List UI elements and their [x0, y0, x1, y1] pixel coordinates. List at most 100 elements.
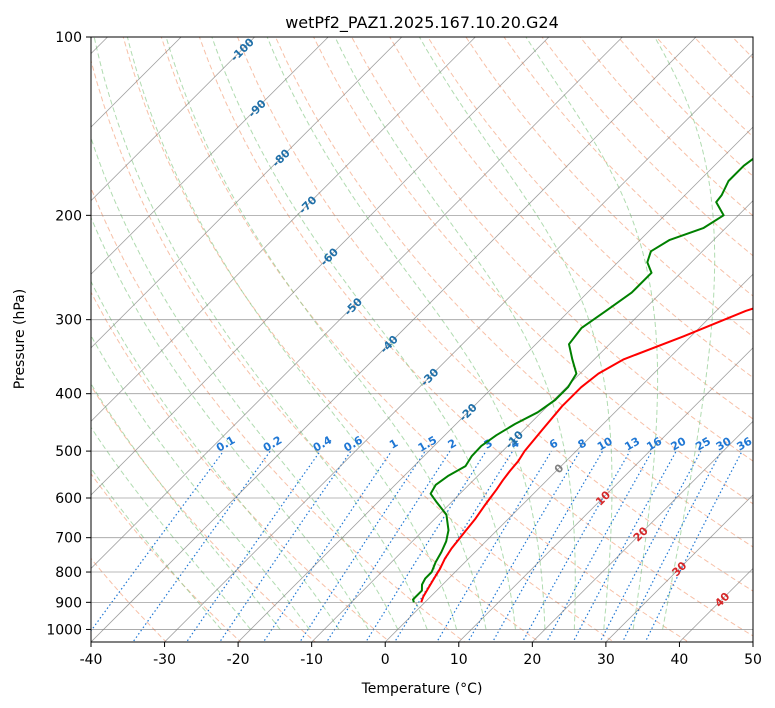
mixing-ratio-line [394, 450, 514, 642]
y-tick-label: 900 [55, 595, 82, 611]
y-tick-label: 400 [55, 387, 82, 403]
isotherm-label: -30 [418, 366, 441, 389]
mixing-ratio-label: 13 [622, 435, 642, 454]
dry-adiabat [389, 37, 753, 420]
mixing-ratio-label: 6 [547, 436, 560, 451]
x-tick-label: 10 [450, 652, 468, 668]
isotherm-line [91, 37, 550, 496]
x-tick-label: -20 [227, 652, 250, 668]
mixing-ratio-line [599, 450, 702, 642]
isotherm-label: 30 [669, 559, 689, 579]
dry-adiabat [351, 37, 753, 462]
dry-adiabat [122, 37, 615, 642]
moist-adiabat [266, 37, 546, 630]
y-tick-label: 500 [55, 444, 82, 460]
dry-adiabat [465, 37, 753, 338]
isotherm-line [91, 37, 697, 642]
dry-adiabat [91, 557, 167, 642]
isotherm-label: 20 [631, 524, 651, 544]
mixing-ratio-label: 25 [693, 435, 713, 454]
moist-adiabat [126, 37, 458, 630]
isotherm-label: -90 [246, 97, 269, 120]
y-tick-label: 800 [55, 565, 82, 581]
mixing-ratio-line [621, 450, 722, 642]
moist-adiabat [211, 37, 516, 630]
isotherm-line [91, 37, 623, 570]
dry-adiabat [274, 37, 753, 548]
x-tick-label: 40 [671, 652, 689, 668]
moist-adiabat [654, 37, 716, 630]
dry-adiabat [731, 37, 753, 59]
moist-adiabat [91, 382, 281, 630]
isotherm-line [164, 52, 753, 642]
moist-adiabat [91, 280, 340, 630]
x-axis: -40 -30 -20 -10 0 10 20 30 40 50 [80, 642, 762, 668]
mixing-ratio-label: 36 [734, 434, 754, 453]
moist-adiabat [91, 426, 252, 630]
dry-adiabat [617, 37, 753, 177]
dry-adiabat [91, 384, 317, 642]
x-tick-label: 20 [523, 652, 541, 668]
mixing-ratio-label: 30 [714, 434, 734, 453]
dewpoint-line [412, 157, 753, 603]
mixing-ratio-line [262, 450, 392, 642]
x-tick-label: 0 [381, 652, 390, 668]
dry-adiabat [198, 37, 753, 637]
mixing-ratio-line [299, 450, 426, 642]
mixing-ratio-label: 16 [644, 434, 664, 453]
isotherm-line [91, 37, 476, 422]
mixing-ratio-line [644, 450, 743, 642]
isotherm-label: -20 [457, 401, 480, 424]
isotherm-line [91, 37, 329, 275]
chart-title: wetPf2_PAZ1.2025.167.10.20.G24 [285, 13, 559, 33]
mixing-ratio-line [467, 450, 581, 642]
dry-adiabat [579, 37, 753, 217]
x-tick-label: 50 [744, 652, 762, 668]
isotherm-line [752, 641, 753, 642]
y-tick-label: 1000 [46, 622, 82, 638]
moist-adiabat [165, 37, 487, 630]
plot-frame [90, 36, 754, 643]
dry-adiabat [541, 37, 753, 257]
y-tick-label: 700 [55, 531, 82, 547]
x-tick-label: -30 [153, 652, 176, 668]
isotherm-line [237, 126, 753, 642]
isotherm-line [532, 420, 753, 642]
dry-adiabat [236, 37, 753, 592]
moist-adiabat [91, 136, 399, 630]
isotherm-line [458, 347, 753, 642]
isotherm-line [384, 273, 753, 642]
x-tick-label: -10 [300, 652, 323, 668]
moist-adiabat [418, 37, 613, 630]
y-axis-label: Pressure (hPa) [12, 289, 28, 389]
isotherm-label: 10 [593, 488, 613, 508]
series-layer [412, 157, 753, 603]
temperature-line [420, 307, 753, 603]
y-tick-label: 300 [55, 313, 82, 329]
isotherm-line [679, 567, 753, 642]
mixing-ratio-line [365, 450, 487, 642]
x-axis-label: Temperature (°C) [361, 681, 483, 697]
isotherm-label: 0 [552, 461, 567, 476]
isotherm-label: -80 [270, 146, 293, 169]
dry-adiabat [745, 10, 775, 654]
y-tick-label: 600 [55, 491, 82, 507]
isotherm-label: 40 [712, 590, 732, 610]
moist-adiabat [525, 37, 659, 630]
mixing-ratio-label: 20 [669, 434, 689, 453]
moist-adiabat [93, 37, 428, 630]
y-axis: 100 200 300 400 500 600 700 800 900 1000 [46, 30, 91, 638]
dry-adiabat [655, 37, 753, 138]
moist-adiabat [334, 37, 576, 630]
dry-adiabat [91, 291, 391, 642]
isotherm-label: -70 [296, 193, 319, 216]
y-tick-label: 100 [55, 30, 82, 46]
dry-adiabat [91, 472, 242, 642]
isotherm-line [605, 494, 753, 642]
background-lines [91, 10, 775, 654]
mixing-ratio-label: 1 [387, 437, 400, 452]
moist-adiabat [91, 216, 369, 630]
isotherm-line [311, 200, 753, 642]
moist-adiabat [91, 467, 222, 630]
